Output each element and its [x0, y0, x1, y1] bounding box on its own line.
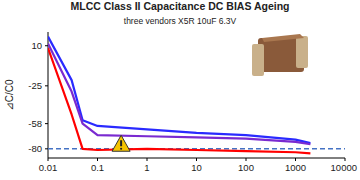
warning-triangle [112, 135, 130, 151]
y-tick-label: 10 [31, 40, 42, 51]
y-tick [45, 148, 48, 149]
y-tick [45, 85, 48, 86]
warning-icon [112, 135, 130, 151]
series-line [48, 43, 310, 144]
capacitor-terminal [296, 36, 308, 68]
warning-dot [120, 148, 122, 150]
capacitor-picture [252, 34, 308, 76]
x-tick [147, 158, 148, 161]
x-tick-label: 0.1 [91, 162, 104, 173]
capacitor-top [262, 34, 304, 42]
x-tick [295, 158, 296, 161]
y-tick-label: -58 [28, 118, 42, 129]
x-tick-label: 10000 [331, 162, 357, 173]
x-tick [48, 158, 49, 161]
x-tick-label: 1000 [285, 162, 306, 173]
x-tick [345, 158, 346, 161]
x-tick [196, 158, 197, 161]
x-tick-label: 1 [144, 162, 149, 173]
y-tick-label: -80 [28, 143, 42, 154]
title: MLCC Class II Capacitance DC BIAS Ageing [71, 0, 290, 12]
warning-bar [120, 140, 122, 146]
subtitle: three vendors X5R 10uF 6.3V [124, 16, 237, 26]
y-tick [45, 45, 48, 46]
series-line [48, 48, 310, 153]
y-tick-label: -25 [28, 80, 42, 91]
capacitor-terminal [252, 44, 264, 76]
y-axis-label: ⊿C/C0 [4, 79, 15, 111]
x-tick-label: 100 [238, 162, 254, 173]
x-tick [97, 158, 98, 161]
y-tick [45, 123, 48, 124]
x-tick-label: 10 [191, 162, 202, 173]
x-tick-label: 0.01 [39, 162, 58, 173]
x-tick [246, 158, 247, 161]
plot-area [48, 37, 345, 154]
